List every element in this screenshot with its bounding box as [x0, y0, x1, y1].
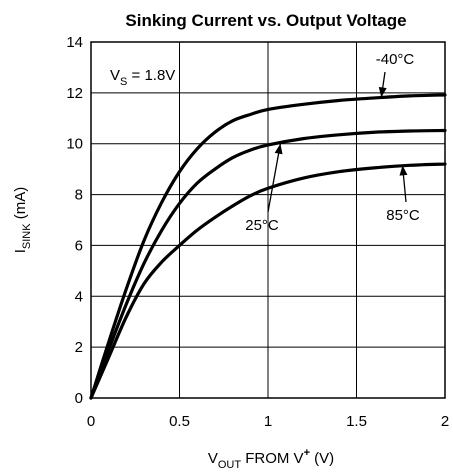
annotation-arrowhead: [399, 165, 408, 176]
annotation-arrowhead: [274, 143, 283, 155]
plot-frame: [90, 41, 446, 399]
curve-annotations: -40°C 25°C 85°C: [245, 51, 420, 234]
annotation-arrowhead: [378, 86, 387, 98]
y-tick-label: 8: [75, 187, 83, 204]
x-tick-label: 0.5: [169, 413, 190, 430]
x-axis-label: VOUT FROM V+ (V): [208, 447, 334, 471]
y-tick-label: 0: [75, 390, 83, 407]
y-axis-label: ISINK (mA): [12, 187, 33, 254]
y-tick-label: 6: [75, 237, 83, 254]
condition-label: VS = 1.8V: [110, 67, 175, 88]
annotation-label: 25°C: [245, 217, 279, 234]
annotation-arrow: [267, 143, 282, 213]
x-tick-label: 2: [441, 413, 449, 430]
x-tick-labels: 0 0.5 1 1.5 2: [87, 413, 449, 430]
y-tick-label: 2: [75, 339, 83, 356]
series-line-2: [89, 162, 447, 400]
annotation-label: 85°C: [386, 207, 420, 224]
series-line-1: [89, 128, 447, 400]
y-tick-label: 12: [66, 85, 83, 102]
y-tick-label: 10: [66, 136, 83, 153]
x-tick-label: 0: [87, 413, 95, 430]
x-tick-label: 1.5: [346, 413, 367, 430]
y-tick-labels: 0 2 4 6 8 10 12 14: [66, 34, 83, 407]
y-tick-label: 14: [66, 34, 83, 51]
series-line-0: [89, 93, 447, 400]
grid-lines: [91, 42, 445, 398]
annotation-label: -40°C: [376, 51, 415, 68]
y-tick-label: 4: [75, 288, 83, 305]
chart-title: Sinking Current vs. Output Voltage: [125, 11, 406, 30]
x-tick-label: 1: [264, 413, 272, 430]
series-curves: [89, 93, 447, 400]
